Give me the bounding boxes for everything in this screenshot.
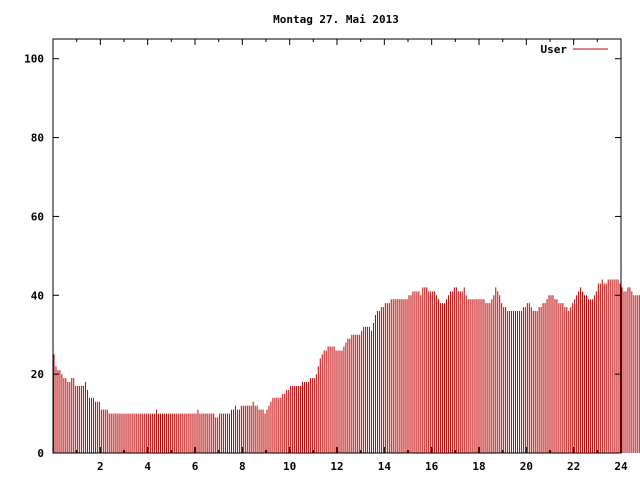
x-tick-label: 20 xyxy=(520,460,533,473)
y-tick-label: 80 xyxy=(31,132,44,145)
legend: User xyxy=(541,43,608,56)
y-tick-label: 100 xyxy=(24,53,44,66)
x-tick-label: 6 xyxy=(192,460,199,473)
y-tick-label: 60 xyxy=(31,210,44,223)
y-tick-label: 20 xyxy=(31,368,44,381)
chart-title: Montag 27. Mai 2013 xyxy=(273,13,399,26)
x-tick-label: 18 xyxy=(472,460,485,473)
x-tick-label: 24 xyxy=(614,460,628,473)
x-tick-label: 16 xyxy=(425,460,439,473)
y-tick-label: 40 xyxy=(31,289,44,302)
plot-frame xyxy=(52,38,622,454)
x-tick-label: 12 xyxy=(330,460,343,473)
x-tick-label: 22 xyxy=(567,460,580,473)
x-tick-label: 8 xyxy=(239,460,246,473)
x-tick-label: 10 xyxy=(283,460,296,473)
x-tick-label: 14 xyxy=(378,460,392,473)
legend-label-user: User xyxy=(541,43,568,56)
x-tick-label: 4 xyxy=(144,460,151,473)
x-tick-label: 2 xyxy=(97,460,104,473)
y-tick-label: 0 xyxy=(37,447,44,460)
bars-group xyxy=(53,279,640,453)
